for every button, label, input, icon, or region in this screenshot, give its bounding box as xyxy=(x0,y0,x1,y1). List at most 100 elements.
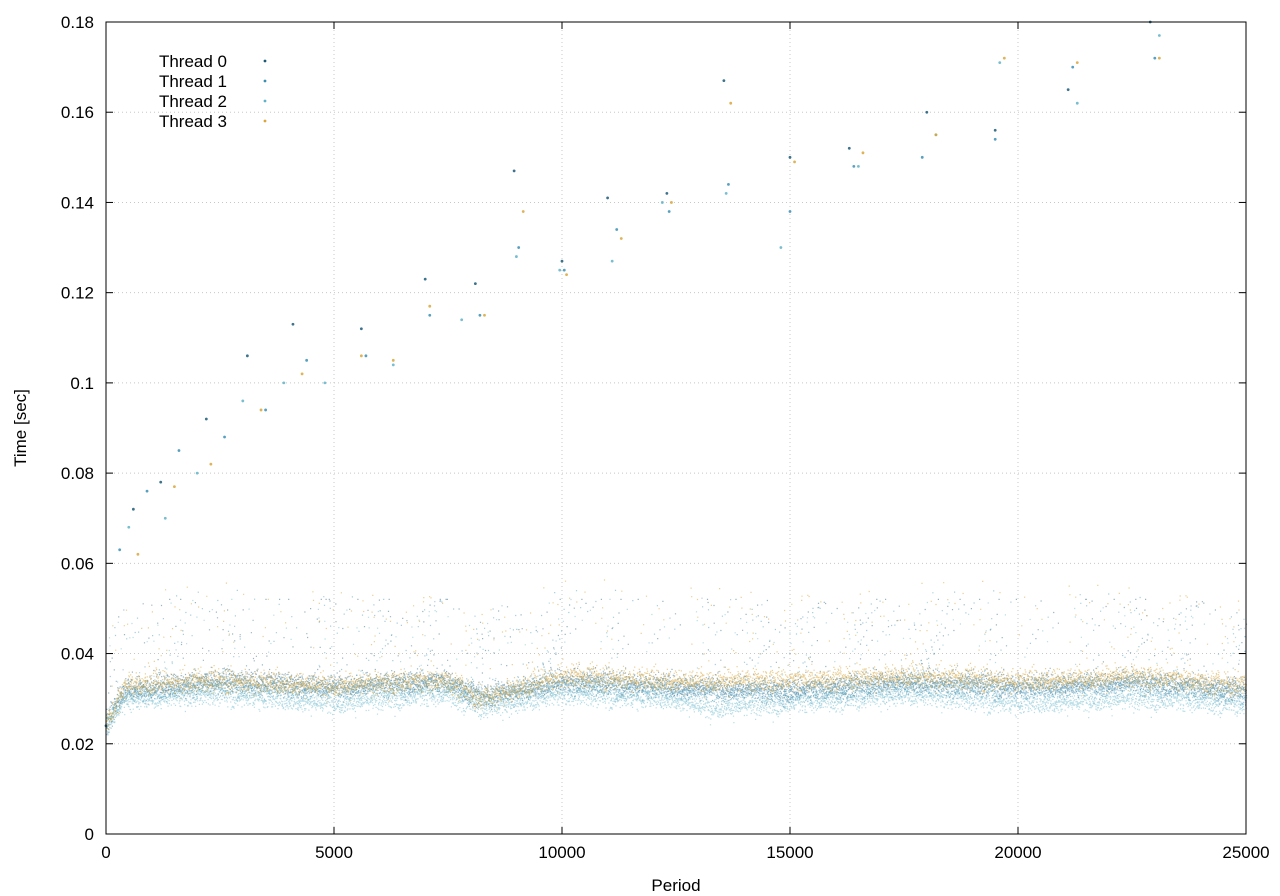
data-point-thread-3 xyxy=(173,485,176,489)
data-point-thread-3 xyxy=(729,101,733,105)
data-point-thread-2 xyxy=(323,381,327,385)
data-point-thread-1 xyxy=(562,268,566,272)
data-point-thread-2 xyxy=(391,363,395,367)
data-point-thread-2 xyxy=(1157,34,1161,37)
data-point-thread-0 xyxy=(423,277,427,281)
x-tick-label: 25000 xyxy=(1222,843,1269,862)
y-tick-label: 0.14 xyxy=(61,193,94,212)
data-point-thread-3 xyxy=(521,210,525,213)
data-point-thread-1 xyxy=(727,183,730,186)
data-point-thread-2 xyxy=(1075,101,1079,105)
data-point-thread-1 xyxy=(305,358,309,362)
legend-markers xyxy=(263,59,267,123)
x-axis-label: Period xyxy=(651,876,700,895)
data-point-thread-3 xyxy=(1075,61,1079,64)
data-point-thread-1 xyxy=(615,228,619,231)
data-point-thread-3 xyxy=(359,354,363,358)
y-tick-label: 0.08 xyxy=(61,464,94,483)
legend-label-thread-1: Thread 1 xyxy=(159,72,227,91)
data-point-thread-1 xyxy=(177,449,181,452)
data-point-thread-2 xyxy=(127,525,131,529)
data-point-thread-3 xyxy=(619,237,623,240)
data-point-thread-3 xyxy=(565,273,568,277)
data-point-thread-0 xyxy=(359,327,363,331)
x-tick-labels: 0 5000 10000 15000 20000 25000 xyxy=(101,843,1269,862)
data-point-thread-3 xyxy=(483,313,486,317)
legend-marker-thread-1 xyxy=(263,79,267,83)
data-point-thread-2 xyxy=(282,381,286,385)
plot-frame xyxy=(105,21,1247,835)
data-point-thread-3 xyxy=(300,372,304,376)
x-tick-label: 15000 xyxy=(766,843,813,862)
series-cloud-thread-1 xyxy=(106,589,1248,736)
data-point-thread-2 xyxy=(558,268,562,272)
data-point-thread-1 xyxy=(478,313,482,317)
data-point-thread-1 xyxy=(145,489,149,493)
data-point-thread-0 xyxy=(512,169,516,173)
data-point-thread-3 xyxy=(670,201,673,204)
legend: Thread 0 Thread 1 Thread 2 Thread 3 xyxy=(159,52,267,131)
data-point-thread-0 xyxy=(204,417,208,421)
grid-lines xyxy=(106,22,1246,834)
data-point-thread-3 xyxy=(793,160,796,164)
data-point-thread-1 xyxy=(1153,56,1157,60)
data-point-thread-1 xyxy=(920,155,924,159)
y-tick-label: 0 xyxy=(85,825,94,844)
data-point-thread-1 xyxy=(364,354,368,358)
legend-marker-thread-3 xyxy=(263,119,267,123)
data-point-thread-1 xyxy=(1071,65,1075,69)
x-tick-label: 0 xyxy=(101,843,110,862)
data-point-thread-1 xyxy=(118,548,122,552)
data-point-thread-3 xyxy=(391,358,395,362)
legend-label-thread-0: Thread 0 xyxy=(159,52,227,71)
data-point-thread-3 xyxy=(428,304,432,308)
y-tick-label: 0.1 xyxy=(70,374,94,393)
y-tick-labels: 0 0.02 0.04 0.06 0.08 0.1 0.12 0.14 0.16 0.18 xyxy=(61,13,94,844)
series-cloud-thread-3 xyxy=(106,579,1247,730)
data-point-thread-3 xyxy=(1002,56,1006,60)
data-point-thread-1 xyxy=(667,210,671,213)
y-tick-label: 0.04 xyxy=(61,645,94,664)
data-point-thread-0 xyxy=(722,79,726,83)
axis-ticks xyxy=(105,21,1247,835)
data-point-thread-0 xyxy=(131,507,135,511)
series-cloud-thread-2 xyxy=(106,598,1248,733)
data-point-thread-3 xyxy=(861,151,865,155)
y-tick-label: 0.02 xyxy=(61,735,94,754)
data-point-thread-2 xyxy=(460,318,464,322)
x-tick-label: 5000 xyxy=(315,843,353,862)
x-tick-label: 10000 xyxy=(538,843,585,862)
legend-label-thread-3: Thread 3 xyxy=(159,112,227,131)
data-point-thread-2 xyxy=(195,471,199,475)
dense-points xyxy=(106,579,1248,736)
data-point-thread-0 xyxy=(159,480,163,484)
data-point-thread-3 xyxy=(136,552,140,556)
data-point-thread-0 xyxy=(993,128,997,132)
data-point-thread-0 xyxy=(245,354,249,358)
data-point-thread-2 xyxy=(241,399,245,403)
y-tick-label: 0.16 xyxy=(61,103,94,122)
data-point-thread-1 xyxy=(852,164,856,168)
data-point-thread-1 xyxy=(788,210,792,213)
data-point-thread-0 xyxy=(606,196,609,200)
data-point-thread-0 xyxy=(925,110,929,114)
data-point-thread-1 xyxy=(264,408,267,412)
data-point-thread-0 xyxy=(560,259,564,263)
legend-marker-thread-2 xyxy=(263,99,267,103)
data-point-thread-2 xyxy=(610,259,614,263)
data-point-thread-1 xyxy=(223,435,226,439)
data-point-thread-1 xyxy=(428,313,432,317)
data-point-thread-3 xyxy=(934,133,938,137)
data-point-thread-0 xyxy=(473,282,477,286)
data-point-thread-2 xyxy=(998,61,1002,64)
data-point-thread-0 xyxy=(788,155,792,159)
data-point-thread-0 xyxy=(291,322,295,326)
data-point-thread-3 xyxy=(259,408,263,412)
data-point-thread-2 xyxy=(515,255,518,258)
legend-marker-thread-0 xyxy=(263,59,267,63)
y-tick-label: 0.18 xyxy=(61,13,94,32)
data-point-thread-3 xyxy=(1157,56,1161,60)
x-tick-label: 20000 xyxy=(994,843,1041,862)
data-point-thread-2 xyxy=(724,192,728,195)
